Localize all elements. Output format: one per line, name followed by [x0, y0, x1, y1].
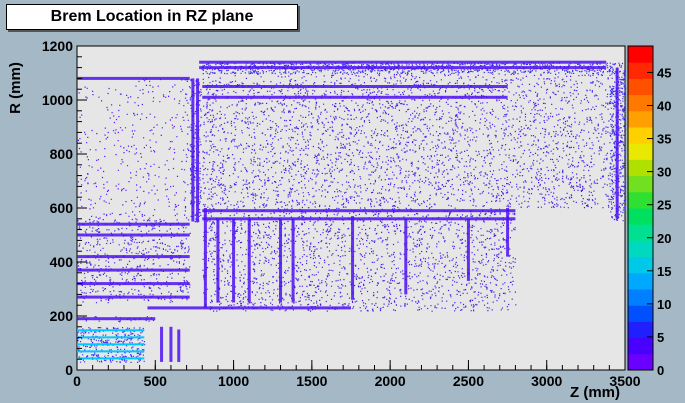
- colorbar-segment: [628, 256, 653, 274]
- x-tick-label: 500: [144, 373, 168, 389]
- colorbar-segment: [628, 159, 653, 177]
- dense-band: [203, 208, 207, 308]
- dense-band: [177, 329, 181, 362]
- dense-band: [404, 218, 408, 295]
- colorbar-segment: [628, 94, 653, 112]
- dense-band: [77, 76, 190, 80]
- dense-band: [196, 78, 200, 222]
- colorbar-segment: [628, 110, 653, 128]
- brem-density-map: [77, 60, 627, 363]
- colorbar-segment: [628, 175, 653, 193]
- x-tick-label: 3000: [531, 373, 562, 389]
- colorbar-tick-label: 45: [657, 65, 671, 80]
- pixel-layer-band: [77, 350, 145, 353]
- colorbar-segment: [628, 240, 653, 258]
- colorbar-tick-label: 0: [657, 363, 664, 378]
- dense-band: [202, 209, 516, 213]
- y-axis-label: R (mm): [7, 62, 24, 114]
- colorbar-frame: [627, 45, 654, 371]
- dense-band: [160, 326, 164, 362]
- colorbar-segment: [628, 78, 653, 96]
- y-tick-label: 1000: [42, 92, 73, 108]
- dense-band: [191, 78, 195, 222]
- dense-structures: [77, 60, 619, 362]
- x-axis-label: Z (mm): [570, 384, 620, 401]
- x-tick-label: 3500: [609, 373, 640, 389]
- colorbar-segment: [628, 224, 653, 241]
- dense-band: [199, 66, 607, 70]
- dense-band: [216, 218, 220, 303]
- dense-band: [291, 218, 295, 303]
- colorbar-segment: [628, 289, 653, 306]
- y-tick-label: 600: [50, 200, 74, 216]
- dense-band: [466, 218, 470, 281]
- colorbar-tick-label: 10: [657, 297, 671, 312]
- dense-band: [202, 85, 508, 88]
- dense-band: [351, 216, 355, 300]
- colorbar-segment: [628, 208, 653, 225]
- dense-band: [77, 268, 190, 272]
- color-scale-bar: [627, 45, 654, 371]
- colorbar-tick-label: 15: [657, 264, 671, 279]
- colorbar-segment: [628, 191, 653, 209]
- colorbar-segment: [628, 62, 653, 79]
- dense-band: [279, 218, 283, 303]
- region-barrel-pixel-layers: [77, 327, 146, 363]
- dense-band: [77, 233, 190, 237]
- y-tick-label: 0: [65, 362, 73, 378]
- colorbar-tick-label: 20: [657, 231, 671, 246]
- dense-band: [202, 95, 508, 99]
- dense-band: [199, 60, 607, 64]
- pixel-layer-band: [77, 336, 145, 339]
- x-tick-label: 1000: [218, 373, 249, 389]
- colorbar-segment: [628, 321, 653, 339]
- colorbar-segment: [628, 272, 653, 290]
- pixel-layer-band: [77, 357, 145, 360]
- dense-band: [169, 326, 173, 362]
- colorbar-tick-label: 5: [657, 330, 664, 345]
- dense-band: [615, 67, 619, 219]
- dense-band: [77, 282, 190, 286]
- pixel-layer-band: [77, 329, 145, 332]
- x-tick-label: 2000: [375, 373, 406, 389]
- y-tick-label: 400: [50, 254, 74, 270]
- dense-band: [77, 222, 190, 226]
- x-tick-label: 0: [73, 373, 81, 389]
- colorbar-tick-label: 30: [657, 165, 671, 180]
- colorbar-segment: [628, 353, 653, 371]
- density-points: [202, 62, 627, 210]
- chart-title: Brem Location in RZ plane: [6, 4, 298, 30]
- y-axis: 0 200 400 600 800 1000 1200: [42, 38, 87, 378]
- dense-band: [77, 317, 156, 321]
- pixel-layer-band: [77, 343, 145, 346]
- x-tick-label: 2500: [453, 373, 484, 389]
- colorbar-segment: [628, 46, 653, 63]
- colorbar-tick-label: 40: [657, 99, 671, 114]
- y-tick-label: 800: [50, 146, 74, 162]
- dense-band: [147, 306, 351, 310]
- colorbar-segment: [628, 127, 653, 144]
- plot-area: [76, 45, 626, 371]
- colorbar-segment: [628, 305, 653, 322]
- dense-band: [77, 295, 190, 299]
- colorbar-segment: [628, 143, 653, 160]
- x-tick-label: 1500: [296, 373, 327, 389]
- dense-band: [77, 255, 190, 259]
- dense-band: [202, 217, 516, 221]
- color-scale-axis: 0 5 10 15 20 25 30 35 40 45: [647, 65, 671, 378]
- colorbar-tick-label: 35: [657, 132, 671, 147]
- dense-band: [247, 218, 251, 303]
- y-tick-label: 1200: [42, 38, 73, 54]
- colorbar-tick-label: 25: [657, 198, 671, 213]
- y-tick-label: 200: [50, 308, 74, 324]
- dense-band: [506, 208, 510, 257]
- x-axis: 0 500 1000 1500 2000 2500 3000 3500: [73, 360, 641, 389]
- colorbar-segment: [628, 337, 653, 355]
- region-tec-outer: [202, 62, 627, 210]
- dense-band: [232, 218, 236, 303]
